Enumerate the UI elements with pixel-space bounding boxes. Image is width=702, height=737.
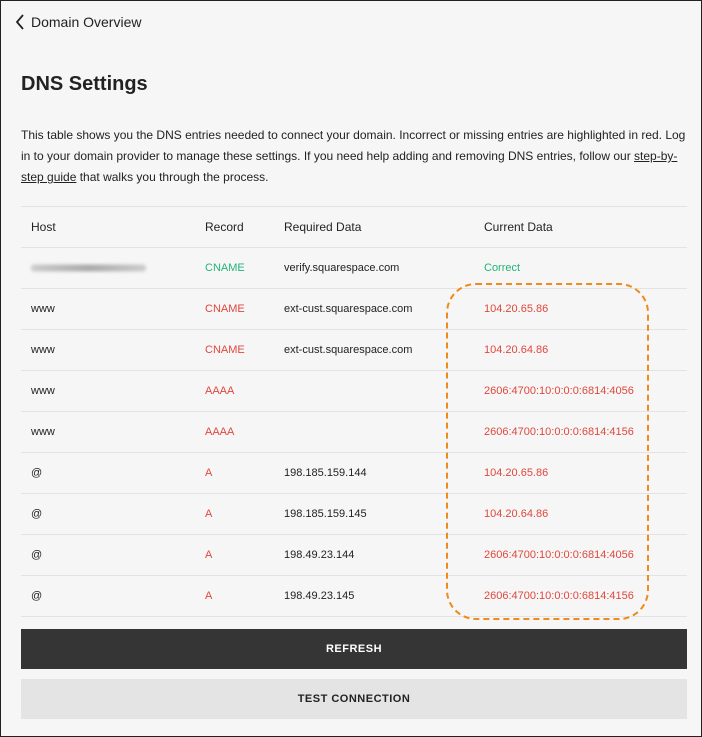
- page-description: This table shows you the DNS entries nee…: [21, 125, 686, 188]
- table-row: @ A 198.185.159.145 104.20.64.86: [21, 494, 687, 535]
- host-cell: www: [31, 426, 55, 438]
- host-cell: @: [31, 467, 43, 479]
- header-current-data: Current Data: [484, 220, 553, 234]
- current-data-cell: 104.20.65.86: [484, 467, 549, 479]
- current-data-cell: 2606:4700:10:0:0:0:6814:4156: [484, 426, 634, 438]
- record-cell: AAAA: [205, 385, 235, 397]
- header-host: Host: [31, 220, 56, 234]
- host-cell-redacted: [31, 264, 146, 272]
- record-cell: A: [205, 467, 213, 479]
- record-cell: A: [205, 508, 213, 520]
- record-cell: A: [205, 549, 213, 561]
- required-data-cell: 198.49.23.145: [284, 590, 355, 602]
- back-label: Domain Overview: [31, 14, 142, 30]
- required-data-cell: 198.185.159.144: [284, 467, 367, 479]
- current-data-cell: 104.20.65.86: [484, 303, 549, 315]
- required-data-cell: ext-cust.squarespace.com: [284, 344, 413, 356]
- test-connection-button[interactable]: TEST CONNECTION: [21, 679, 687, 719]
- current-data-cell: 2606:4700:10:0:0:0:6814:4156: [484, 590, 634, 602]
- host-cell: www: [31, 303, 55, 315]
- current-data-cell: 2606:4700:10:0:0:0:6814:4056: [484, 385, 634, 397]
- description-text: that walks you through the process.: [76, 170, 269, 184]
- record-cell: CNAME: [205, 303, 245, 315]
- required-data-cell: 198.185.159.145: [284, 508, 367, 520]
- current-data-cell: Correct: [484, 262, 521, 274]
- host-cell: www: [31, 385, 55, 397]
- dns-table: Host Record Required Data Current Data C…: [21, 206, 687, 617]
- chevron-left-icon: [15, 14, 24, 30]
- current-data-cell: 2606:4700:10:0:0:0:6814:4056: [484, 549, 634, 561]
- step-by-step-guide-link[interactable]: step-by-step guide: [21, 149, 678, 184]
- host-cell: @: [31, 508, 43, 520]
- record-cell: CNAME: [205, 344, 245, 356]
- table-row: www CNAME ext-cust.squarespace.com 104.20.6…: [21, 330, 687, 371]
- table-row: @ A 198.49.23.145 2606:4700:10:0:0:0:6814:4…: [21, 576, 687, 617]
- refresh-button[interactable]: REFRESH: [21, 629, 687, 669]
- description-text: This table shows you the DNS entries nee…: [21, 128, 686, 163]
- host-cell: @: [31, 590, 43, 602]
- table-header: Host Record Required Data Current Data: [21, 207, 687, 248]
- record-cell: AAAA: [205, 426, 235, 438]
- page-title: DNS Settings: [21, 73, 148, 95]
- table-row: www CNAME ext-cust.squarespace.com 104.20.6…: [21, 289, 687, 330]
- back-to-domain-overview[interactable]: Domain Overview: [15, 14, 141, 30]
- required-data-cell: 198.49.23.144: [284, 549, 355, 561]
- table-row: @ A 198.185.159.144 104.20.65.86: [21, 453, 687, 494]
- table-row: www AAAA 2606:4700:10:0:0:0:6814:4156: [21, 412, 687, 453]
- required-data-cell: verify.squarespace.com: [284, 262, 400, 274]
- record-cell: CNAME: [205, 262, 245, 274]
- header-record: Record: [205, 220, 244, 234]
- host-cell: www: [31, 344, 55, 356]
- record-cell: A: [205, 590, 213, 602]
- table-row: CNAME verify.squarespace.com Correct: [21, 248, 687, 289]
- host-cell: @: [31, 549, 43, 561]
- table-row: www AAAA 2606:4700:10:0:0:0:6814:4056: [21, 371, 687, 412]
- table-row: @ A 198.49.23.144 2606:4700:10:0:0:0:6814:4…: [21, 535, 687, 576]
- current-data-cell: 104.20.64.86: [484, 508, 549, 520]
- current-data-cell: 104.20.64.86: [484, 344, 549, 356]
- required-data-cell: ext-cust.squarespace.com: [284, 303, 413, 315]
- header-required-data: Required Data: [284, 220, 362, 234]
